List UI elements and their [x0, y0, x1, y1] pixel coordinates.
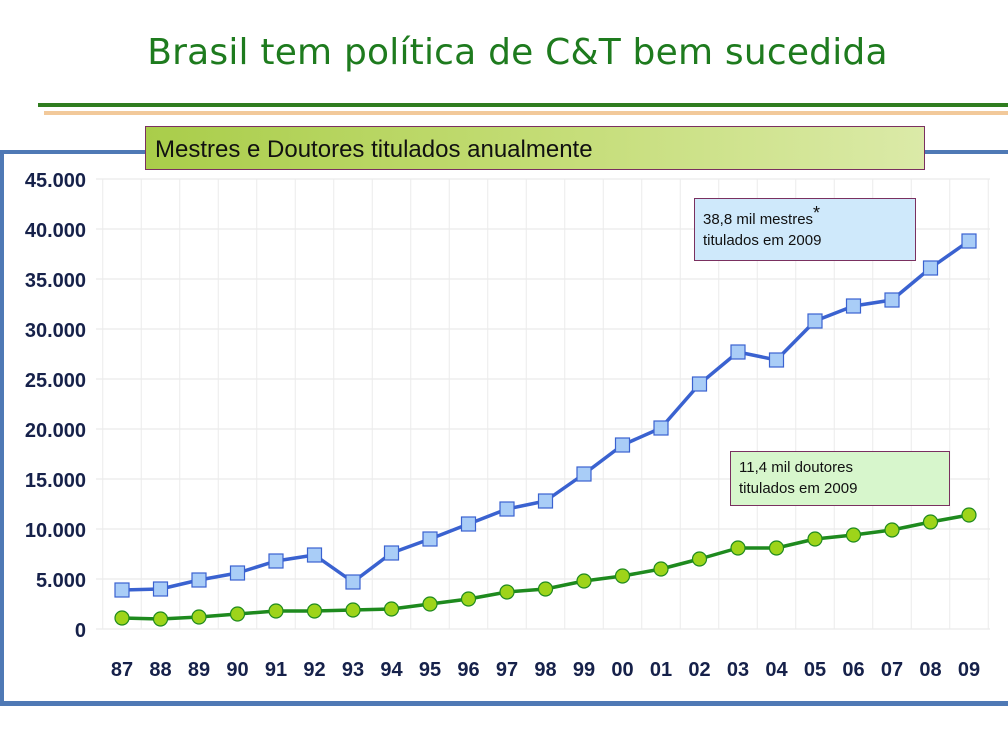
x-tick-label: 09 — [958, 659, 980, 681]
data-point-doutores — [191, 609, 207, 625]
y-tick-label: 25.000 — [25, 370, 86, 392]
annotation-mestres-asterisk: * — [813, 203, 821, 223]
x-tick-label: 05 — [804, 659, 826, 681]
y-tick-label: 5.000 — [36, 570, 86, 592]
data-point-mestres — [884, 292, 900, 308]
x-tick-label: 03 — [727, 659, 749, 681]
data-point-doutores — [961, 507, 977, 523]
y-tick-label: 15.000 — [25, 470, 86, 492]
data-point-mestres — [345, 574, 361, 590]
x-tick-label: 89 — [188, 659, 210, 681]
data-point-mestres — [730, 344, 746, 360]
y-tick-label: 40.000 — [25, 220, 86, 242]
annotation-doutores-line1: 11,4 mil doutores — [739, 459, 853, 476]
chart-title: Mestres e Doutores titulados anualmente — [145, 126, 925, 170]
data-point-mestres — [114, 582, 130, 598]
title-underline-green — [38, 103, 1008, 107]
x-tick-label: 01 — [650, 659, 672, 681]
data-point-mestres — [422, 531, 438, 547]
data-point-doutores — [499, 584, 515, 600]
data-point-doutores — [383, 601, 400, 617]
data-point-doutores — [653, 561, 669, 577]
data-point-doutores — [422, 596, 438, 612]
data-point-mestres — [268, 553, 284, 569]
x-tick-label: 00 — [611, 659, 633, 681]
annotation-mestres-line2: titulados em 2009 — [703, 232, 822, 249]
data-point-doutores — [768, 540, 785, 556]
x-tick-label: 87 — [111, 659, 133, 681]
x-tick-label: 97 — [496, 659, 518, 681]
x-tick-label: 95 — [419, 659, 441, 681]
y-tick-label: 0 — [75, 620, 86, 642]
x-tick-label: 07 — [881, 659, 903, 681]
x-tick-label: 92 — [303, 659, 325, 681]
data-point-mestres — [768, 352, 785, 368]
data-point-doutores — [576, 573, 592, 589]
x-tick-label: 91 — [265, 659, 287, 681]
data-point-doutores — [884, 522, 900, 538]
data-point-mestres — [576, 466, 592, 482]
data-point-doutores — [730, 540, 746, 556]
x-tick-label: 99 — [573, 659, 595, 681]
x-tick-label: 04 — [765, 659, 788, 681]
data-point-mestres — [537, 493, 554, 509]
data-point-doutores — [537, 581, 554, 597]
data-point-mestres — [691, 376, 708, 392]
title-underline-gold — [44, 111, 1008, 115]
annotation-mestres-text: 38,8 mil mestres — [703, 211, 814, 228]
x-tick-label: 93 — [342, 659, 364, 681]
x-tick-label: 08 — [919, 659, 941, 681]
data-point-doutores — [691, 551, 708, 567]
data-point-mestres — [961, 233, 977, 249]
x-tick-label: 96 — [457, 659, 479, 681]
data-point-doutores — [152, 611, 169, 627]
data-point-mestres — [845, 298, 862, 314]
data-point-mestres — [152, 581, 169, 597]
data-point-mestres — [229, 565, 246, 581]
x-tick-label: 88 — [149, 659, 171, 681]
series-line-doutores — [121, 513, 970, 621]
data-point-mestres — [460, 516, 477, 532]
y-tick-label: 35.000 — [25, 270, 86, 292]
data-point-doutores — [345, 602, 361, 618]
x-tick-label: 06 — [842, 659, 864, 681]
x-tick-label: 90 — [226, 659, 248, 681]
data-point-mestres — [614, 437, 631, 453]
data-point-mestres — [922, 260, 939, 276]
data-point-mestres — [653, 420, 669, 436]
data-point-doutores — [229, 606, 246, 622]
data-point-mestres — [499, 501, 515, 517]
annotation-doutores: 11,4 mil doutores titulados em 2009 — [730, 451, 950, 506]
x-tick-label: 98 — [534, 659, 556, 681]
data-point-doutores — [922, 514, 939, 530]
data-point-mestres — [191, 572, 207, 588]
annotation-mestres: 38,8 mil mestres* titulados em 2009 — [694, 198, 916, 261]
data-point-mestres — [807, 313, 823, 329]
data-point-doutores — [268, 603, 284, 619]
data-point-doutores — [114, 610, 130, 626]
data-point-mestres — [306, 547, 323, 563]
data-point-doutores — [845, 527, 862, 543]
y-tick-label: 20.000 — [25, 420, 86, 442]
data-point-doutores — [807, 531, 823, 547]
data-point-doutores — [460, 591, 477, 607]
slide-title: Brasil tem política de C&T bem sucedida — [147, 32, 888, 73]
x-tick-label: 02 — [688, 659, 710, 681]
data-point-doutores — [614, 568, 631, 584]
data-point-doutores — [306, 603, 323, 619]
y-tick-label: 30.000 — [25, 320, 86, 342]
data-point-mestres — [383, 545, 400, 561]
x-tick-label: 94 — [380, 659, 403, 681]
y-tick-label: 45.000 — [25, 170, 86, 192]
annotation-doutores-line2: titulados em 2009 — [739, 480, 858, 497]
y-tick-label: 10.000 — [25, 520, 86, 542]
